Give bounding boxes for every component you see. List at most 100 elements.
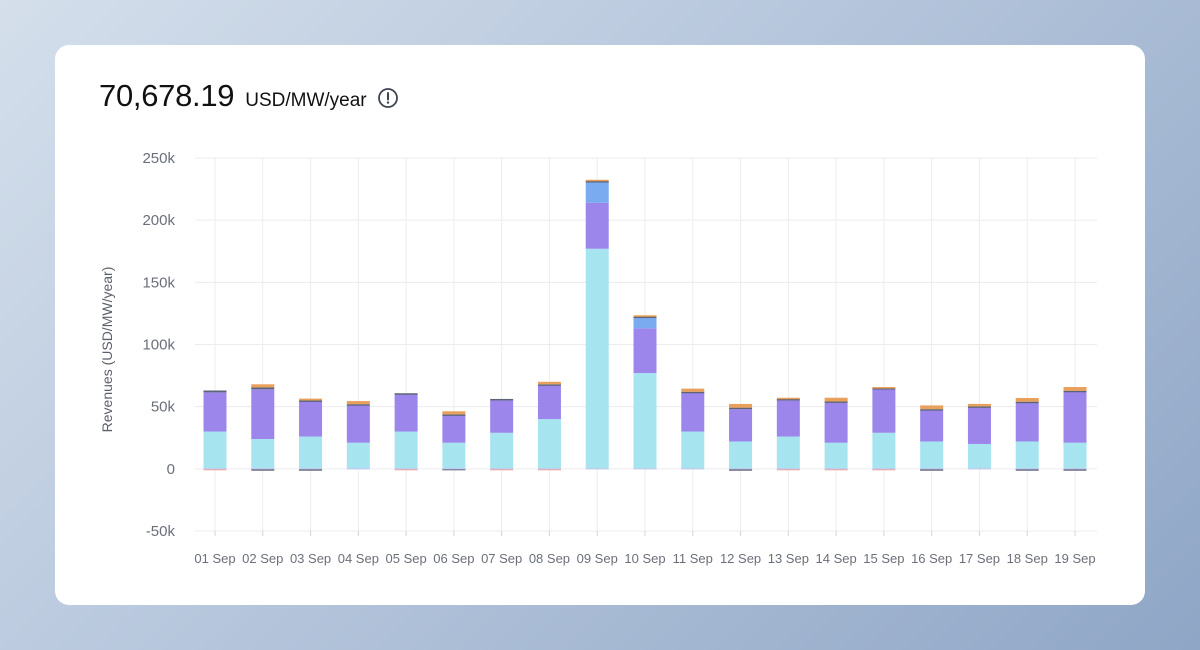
bar-segment-blue	[633, 317, 657, 329]
bar-segment-purple	[824, 402, 848, 443]
bar-segment-cyan	[729, 441, 753, 469]
summary-header: 70,678.19 USD/MW/year	[99, 78, 399, 114]
bar-segment-dark	[872, 388, 896, 390]
bar-segment-purple	[1015, 402, 1039, 442]
bar-segment-purple	[442, 415, 466, 443]
bar-segment-orange	[1015, 397, 1039, 402]
bar-segment-cyan	[251, 438, 275, 469]
bar-segment-dark	[1063, 390, 1087, 393]
bar-segment-cyan	[1063, 442, 1087, 469]
bar-segment-pink	[776, 468, 800, 471]
bar-segment-purple	[729, 409, 753, 442]
bar-segment-orange	[442, 411, 466, 415]
x-tick-label: 17 Sep	[959, 551, 1000, 566]
bar-segment-dark	[299, 400, 323, 402]
x-tick-label: 07 Sep	[481, 551, 522, 566]
bar-segment-orange	[729, 403, 753, 408]
bar-segment-pink	[203, 468, 227, 471]
x-tick-label: 15 Sep	[863, 551, 904, 566]
bar-segment-orange	[346, 401, 370, 405]
x-tick-label: 09 Sep	[577, 551, 618, 566]
y-tick-label: -50k	[146, 523, 176, 540]
bar-segment-dark	[251, 468, 275, 471]
bar-segment-dark	[251, 387, 275, 390]
bar-segment-cyan	[776, 436, 800, 469]
bar-segment-purple	[681, 392, 705, 432]
y-tick-label: 150k	[142, 274, 175, 291]
bar-segment-purple	[346, 405, 370, 443]
bar-segment-orange	[633, 315, 657, 317]
y-tick-label: 250k	[142, 150, 175, 167]
bar-segment-dark	[394, 393, 418, 395]
bar-segment-cyan	[681, 431, 705, 469]
bar-segment-pink	[394, 468, 418, 471]
bar-segment-dark	[729, 407, 753, 410]
y-tick-label: 200k	[142, 212, 175, 229]
bar-segment-dark	[203, 390, 227, 393]
bar-segment-orange	[681, 388, 705, 392]
bar-segment-cyan	[633, 373, 657, 469]
bar-segment-pink	[872, 468, 896, 471]
bar-segment-dark	[490, 398, 514, 401]
bar-segment-cyan	[346, 442, 370, 469]
bar-segment-purple	[1063, 391, 1087, 443]
bar-segment-dark	[1063, 468, 1087, 471]
bar-segment-cyan	[1015, 441, 1039, 469]
info-circle-icon[interactable]	[377, 87, 399, 109]
x-tick-label: 18 Sep	[1007, 551, 1048, 566]
bar-segment-orange	[920, 405, 944, 410]
bar-segment-pink	[824, 468, 848, 471]
bar-segment-dark	[967, 406, 991, 408]
bar-segment-purple	[776, 400, 800, 437]
bar-segment-cyan	[920, 441, 944, 469]
x-tick-label: 13 Sep	[768, 551, 809, 566]
bar-segment-cyan	[442, 442, 466, 469]
bar-segment-dark	[585, 181, 609, 183]
bar-segment-orange	[824, 397, 848, 402]
x-tick-label: 12 Sep	[720, 551, 761, 566]
bar-segment-cyan	[490, 432, 514, 469]
bar-segment-purple	[299, 401, 323, 437]
bar-segment-purple	[490, 400, 514, 433]
bar-segment-dark	[442, 468, 466, 471]
bar-segment-dark	[633, 316, 657, 319]
bar-segment-dark	[1015, 468, 1039, 471]
x-tick-label: 06 Sep	[433, 551, 474, 566]
y-axis-label: Revenues (USD/MW/year)	[99, 267, 115, 433]
bar-segment-purple	[967, 407, 991, 444]
bar-segment-dark	[442, 414, 466, 416]
bar-segment-orange	[776, 397, 800, 400]
bar-segment-cyan	[203, 431, 227, 469]
bar-segment-pink	[537, 468, 561, 471]
x-tick-label: 05 Sep	[386, 551, 427, 566]
bar-segment-dark	[920, 468, 944, 471]
bar-segment-pink	[490, 468, 514, 471]
bar-segment-dark	[299, 468, 323, 471]
x-tick-label: 04 Sep	[338, 551, 379, 566]
x-tick-label: 08 Sep	[529, 551, 570, 566]
bar-segment-cyan	[872, 432, 896, 469]
bar-segment-purple	[920, 410, 944, 442]
chart-card: 70,678.19 USD/MW/year -50k 0 50k 100k 150k 20…	[55, 45, 1145, 605]
bar-segment-dark	[824, 401, 848, 403]
bar-segment-purple	[537, 385, 561, 420]
bar-segment-purple	[872, 389, 896, 433]
bar-segment-orange	[967, 403, 991, 407]
bar-segment-dark	[729, 468, 753, 471]
bar-segment-cyan	[824, 442, 848, 469]
x-tick-label: 03 Sep	[290, 551, 331, 566]
bar-segment-orange	[251, 384, 275, 388]
x-tick-label: 11 Sep	[673, 551, 713, 566]
bar-segment-orange	[537, 381, 561, 385]
bar-segment-dark	[346, 404, 370, 406]
bar-segment-purple	[251, 389, 275, 439]
y-tick-label: 0	[167, 461, 175, 478]
bar-segment-orange	[872, 387, 896, 389]
bar-segment-purple	[633, 328, 657, 374]
bar-segment-dark	[537, 384, 561, 386]
y-tick-label: 50k	[151, 399, 176, 416]
bar-segment-orange	[1063, 387, 1087, 391]
bar-segment-purple	[585, 202, 609, 249]
x-tick-label: 14 Sep	[816, 551, 857, 566]
x-tick-label: 02 Sep	[242, 551, 283, 566]
